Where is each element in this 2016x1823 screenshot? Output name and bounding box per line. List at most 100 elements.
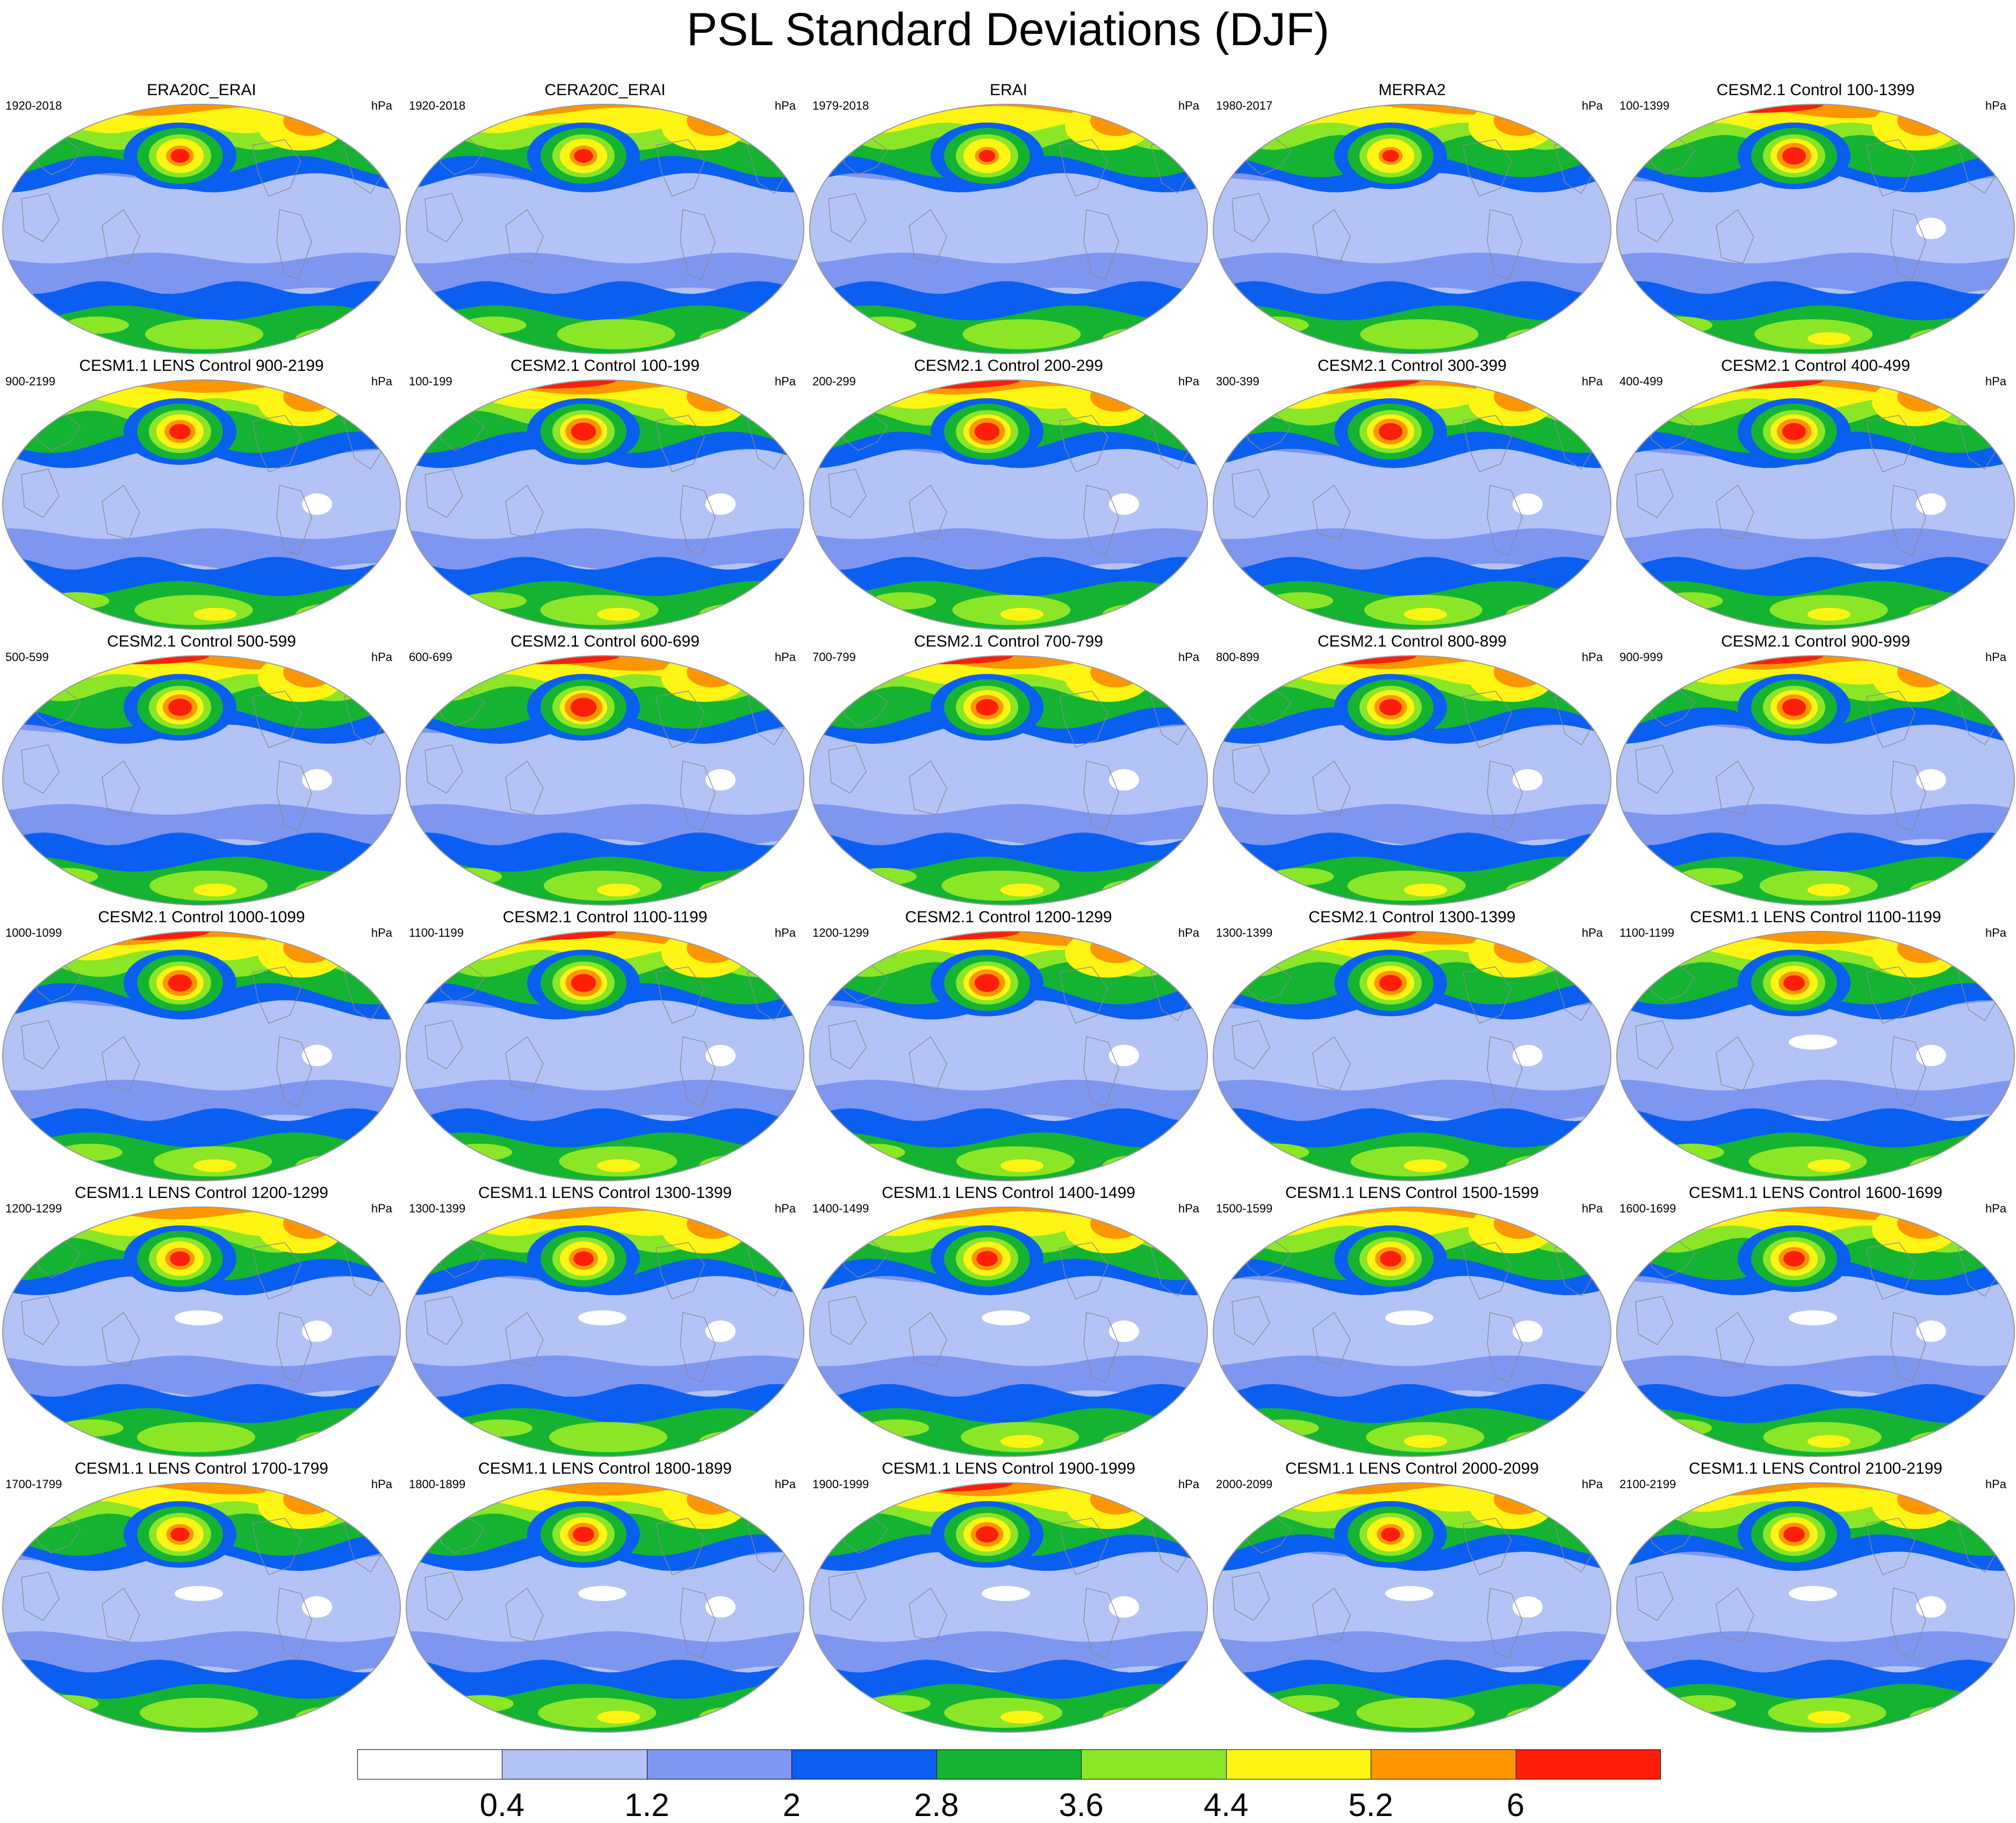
panel-title: CESM1.1 LENS Control 2100-2199 [1689,1460,1942,1477]
panel-title: CESM1.1 LENS Control 1300-1399 [478,1184,732,1202]
colorbar-box [502,1749,647,1779]
map-panel: CESM1.1 LENS Control 900-2199 900-2199 hPa [0,356,403,631]
panel-units: hPa [774,1202,796,1215]
colorbar-box [1081,1749,1227,1779]
figure-title: PSL Standard Deviations (DJF) [686,4,1330,55]
panel-title: CESM1.1 LENS Control 1700-1799 [75,1460,328,1477]
colorbar-box [1226,1749,1372,1779]
map-panel: CESM2.1 Control 1200-1299 1200-1299 hPa [807,908,1210,1183]
map-panel: CESM2.1 Control 1300-1399 1300-1399 hPa [1211,908,1614,1183]
psl-stddev-map [406,1207,804,1457]
colorbar-box [791,1749,937,1779]
psl-stddev-map [1213,1207,1611,1457]
panel-period: 600-699 [409,650,452,664]
panel-period: 1800-1899 [409,1477,466,1491]
map-panel: CESM2.1 Control 300-399 300-399 hPa [1211,356,1614,631]
panel-units: hPa [774,375,796,388]
panel-period: 1300-1399 [1216,926,1273,939]
psl-stddev-map [1616,104,2015,354]
panel-period: 1000-1099 [5,926,62,939]
panel-units: hPa [774,650,796,664]
colorbar-box [646,1749,793,1779]
psl-stddev-map [809,931,1208,1181]
colorbar-box [1371,1749,1516,1779]
map-panel: CESM1.1 LENS Control 1900-1999 1900-1999 h… [807,1459,1210,1734]
panel-title: ERA20C_ERAI [147,81,256,99]
colorbar-label: 4.4 [1203,1787,1249,1823]
psl-stddev-map [2,1207,401,1457]
panel-period: 1200-1299 [812,926,869,939]
panel-period: 1200-1299 [5,1202,62,1215]
map-panel: CESM2.1 Control 900-999 900-999 hPa [1614,632,2016,907]
psl-stddev-map [1213,1482,1611,1733]
colorbar-label: 2 [782,1787,801,1823]
panel-title: CESM1.1 LENS Control 1600-1699 [1689,1184,1942,1202]
map-panel: CESM1.1 LENS Control 2000-2099 2000-2099 h… [1211,1459,1614,1734]
panel-period: 200-299 [812,375,856,388]
panel-title: CESM2.1 Control 200-299 [914,357,1103,375]
psl-stddev-map [809,1207,1208,1457]
panel-title: CESM1.1 LENS Control 1400-1499 [882,1184,1135,1202]
psl-stddev-map [1616,379,2015,630]
colorbar-label: 1.2 [624,1787,669,1823]
psl-stddev-map [1213,655,1611,906]
map-panel: CESM2.1 Control 700-799 700-799 hPa [807,632,1210,907]
psl-stddev-map [809,1482,1208,1733]
panel-units: hPa [371,650,392,664]
panel-title: CESM2.1 Control 1000-1099 [98,908,305,926]
panel-title: CESM1.1 LENS Control 1200-1299 [75,1184,328,1202]
panel-title: CESM1.1 LENS Control 1900-1999 [882,1460,1135,1477]
map-panel: MERRA2 1980-2017 hPa [1211,81,1614,356]
panel-title: CESM2.1 Control 100-1399 [1716,81,1915,99]
colorbar-label: 3.6 [1059,1787,1104,1823]
panel-period: 1100-1199 [409,926,464,939]
panel-units: hPa [1581,650,1603,664]
psl-stddev-map [1616,931,2015,1181]
panel-units: hPa [1985,1477,2006,1491]
panel-title: MERRA2 [1378,81,1446,99]
panel-period: 100-199 [409,375,452,388]
panel-units: hPa [1581,375,1603,388]
map-panel: ERAI 1979-2018 hPa [807,81,1210,356]
panel-units: hPa [1581,1202,1603,1215]
panel-title: CESM1.1 LENS Control 1100-1199 [1690,908,1941,926]
panel-period: 300-399 [1216,375,1259,388]
panel-period: 1920-2018 [5,99,62,112]
psl-stddev-map [406,1482,804,1733]
map-panel: ERA20C_ERAI 1920-2018 hPa [0,81,403,356]
panel-units: hPa [1581,1477,1603,1491]
panel-title: CESM2.1 Control 900-999 [1721,633,1910,650]
panel-units: hPa [1178,1477,1199,1491]
panel-title: CESM1.1 LENS Control 900-2199 [79,357,324,375]
panel-title: CESM2.1 Control 500-599 [107,633,296,650]
panel-units: hPa [371,99,392,112]
map-panel: CERA20C_ERAI 1920-2018 hPa [404,81,807,356]
panel-period: 1500-1599 [1216,1202,1273,1215]
map-panel: CESM1.1 LENS Control 1600-1699 1600-1699 h… [1614,1183,2016,1459]
map-panel: CESM2.1 Control 500-599 500-599 hPa [0,632,403,907]
psl-stddev-map [809,655,1208,906]
map-panel: CESM1.1 LENS Control 1200-1299 1200-1299 h… [0,1183,403,1459]
panel-title: CERA20C_ERAI [544,81,666,99]
panel-period: 900-2199 [5,375,55,388]
psl-stddev-map [2,1482,401,1733]
panel-units: hPa [1178,1202,1199,1215]
colorbar-label: 5.2 [1348,1787,1393,1823]
colorbar-label: 0.4 [479,1787,525,1823]
panel-title: CESM1.1 LENS Control 2000-2099 [1285,1460,1539,1477]
panel-period: 1920-2018 [409,99,466,112]
map-panel: CESM2.1 Control 1000-1099 1000-1099 hPa [0,908,403,1183]
map-panel: CESM1.1 LENS Control 2100-2199 2100-2199 h… [1614,1459,2016,1734]
colorbar-label: 2.8 [914,1787,959,1823]
psl-stddev-map [2,655,401,906]
map-panel: CESM1.1 LENS Control 1300-1399 1300-1399 h… [404,1183,807,1459]
colorbar-box [357,1749,503,1779]
psl-stddev-map [1616,1482,2015,1733]
panel-title: CESM2.1 Control 800-899 [1317,633,1507,650]
panel-period: 2000-2099 [1216,1477,1273,1491]
psl-stddev-map [406,655,804,906]
psl-stddev-map [1213,931,1611,1181]
colorbar-label: 6 [1506,1787,1525,1823]
map-panel: CESM2.1 Control 200-299 200-299 hPa [807,356,1210,631]
panel-units: hPa [1985,375,2006,388]
